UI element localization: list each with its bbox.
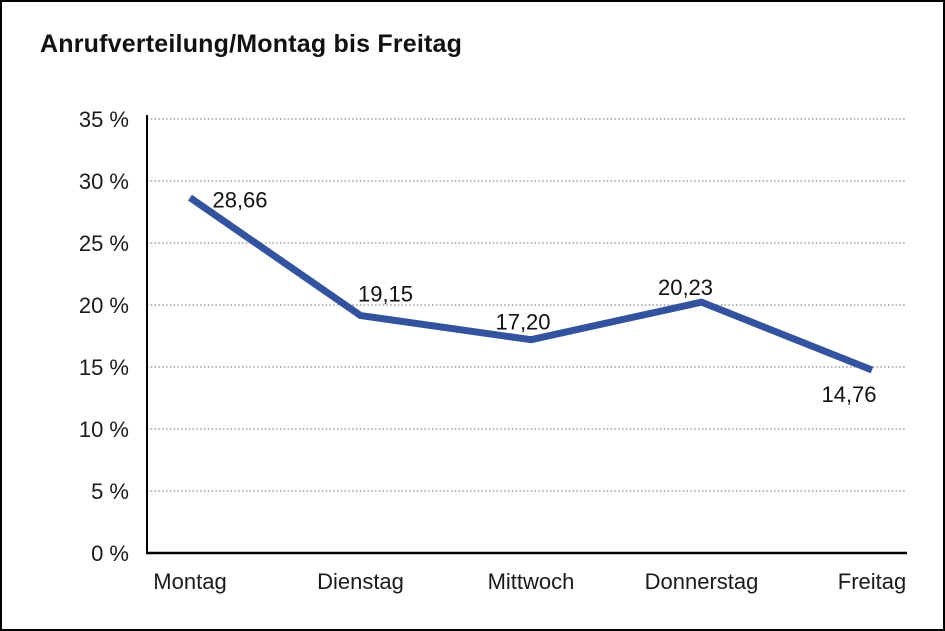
series-line bbox=[188, 194, 874, 374]
data-point-label: 19,15 bbox=[358, 282, 413, 307]
x-category-label: Mittwoch bbox=[488, 569, 575, 594]
y-tick-label: 0 % bbox=[91, 541, 129, 566]
data-point-label: 14,76 bbox=[821, 382, 876, 407]
y-tick-label: 20 % bbox=[79, 293, 129, 318]
x-category-label: Montag bbox=[153, 569, 226, 594]
y-tick-label: 5 % bbox=[91, 479, 129, 504]
x-category-label: Donnerstag bbox=[645, 569, 759, 594]
y-tick-label: 30 % bbox=[79, 169, 129, 194]
data-point-label: 20,23 bbox=[658, 275, 713, 300]
data-point-label: 28,66 bbox=[212, 188, 267, 213]
x-category-label: Dienstag bbox=[317, 569, 404, 594]
y-tick-label: 25 % bbox=[79, 231, 129, 256]
x-category-label: Freitag bbox=[838, 569, 906, 594]
y-tick-label: 35 % bbox=[79, 107, 129, 132]
data-point-label: 17,20 bbox=[495, 310, 550, 335]
y-tick-label: 10 % bbox=[79, 417, 129, 442]
y-tick-label: 15 % bbox=[79, 355, 129, 380]
chart-title: Anrufverteilung/Montag bis Freitag bbox=[40, 30, 463, 58]
